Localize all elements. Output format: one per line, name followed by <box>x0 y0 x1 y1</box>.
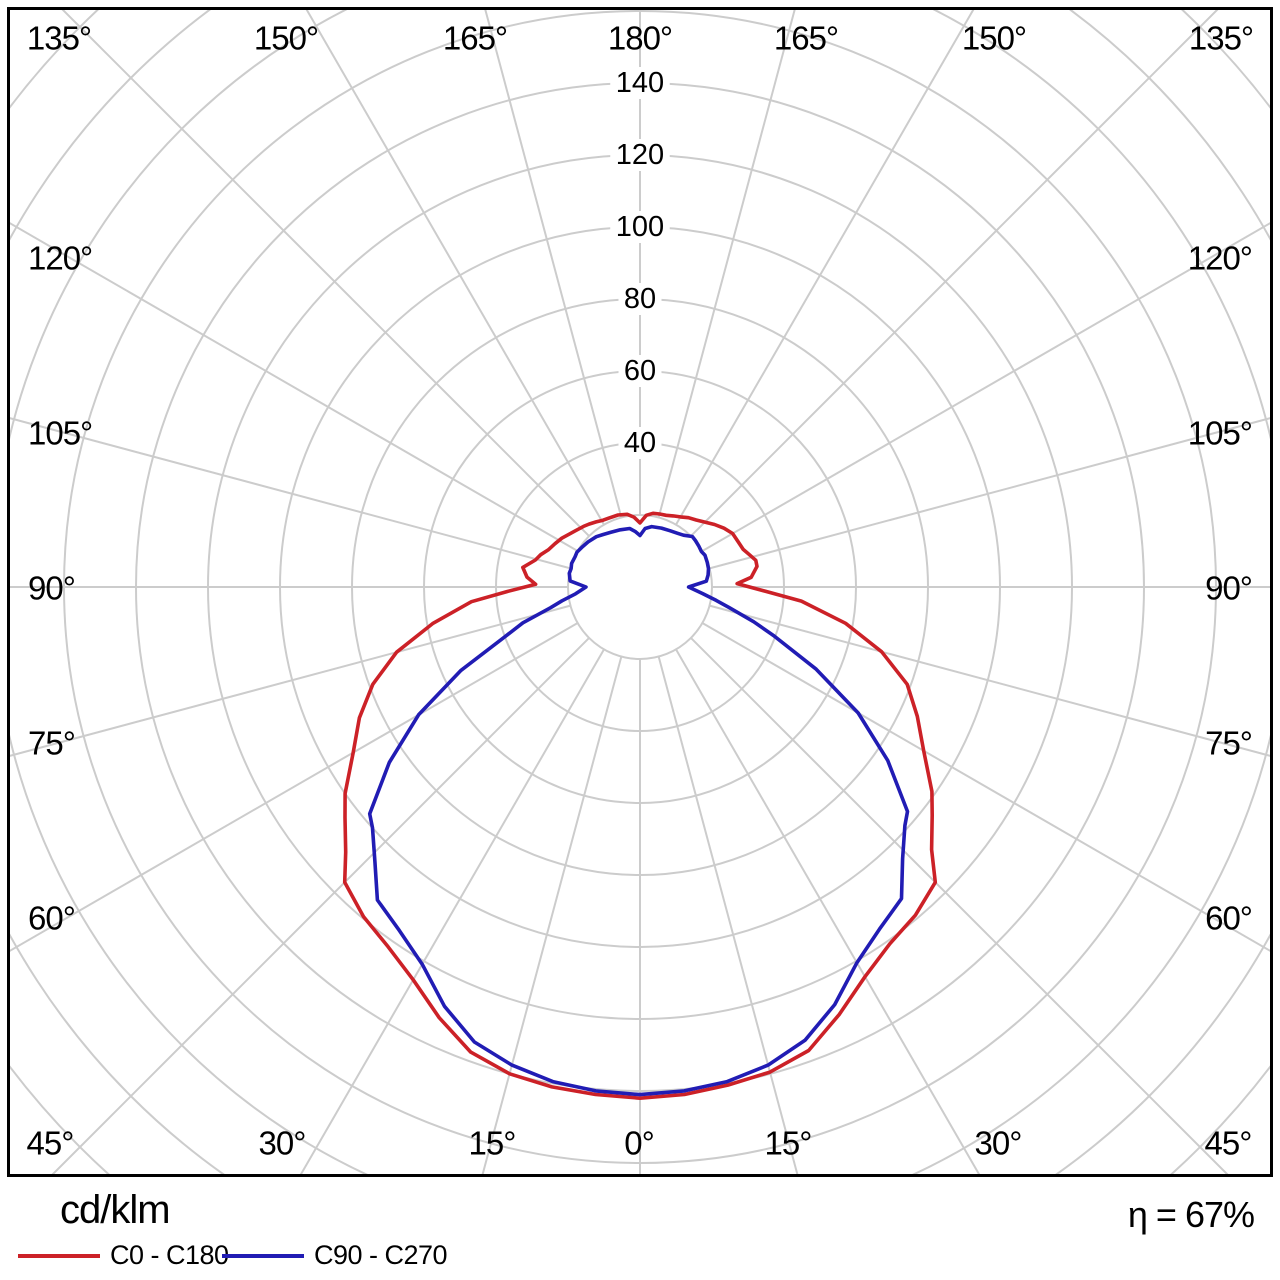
legend-label: C0 - C180 <box>110 1240 229 1270</box>
angle-label: 60° <box>1205 900 1252 937</box>
angle-label: 150° <box>962 20 1026 57</box>
legend-item-c90-c270: C90 - C270 <box>222 1240 448 1271</box>
efficiency-label: η = 67% <box>1127 1194 1255 1235</box>
angle-label: 0° <box>624 1125 654 1162</box>
grid-radial-line <box>701 622 1270 952</box>
radial-tick-bg <box>618 427 662 459</box>
angle-label: 75° <box>28 725 75 762</box>
grid-radial-line <box>299 648 605 1174</box>
angle-label: 165° <box>443 20 507 57</box>
angle-label: 120° <box>1188 240 1252 277</box>
grid-radial-line <box>657 10 796 518</box>
curve-c0-c180 <box>342 511 938 1100</box>
legend-line-blue-icon <box>222 1253 304 1258</box>
grid-radial-line <box>10 622 579 952</box>
angle-label: 30° <box>259 1125 306 1162</box>
units-label: cd/klm <box>60 1188 171 1232</box>
angle-label: 165° <box>774 20 838 57</box>
radial-tick-label: 140 <box>616 67 664 99</box>
radial-tick-bg <box>610 211 670 243</box>
grid-radial-line <box>10 222 579 552</box>
angle-label: 105° <box>1188 415 1252 452</box>
angle-label: 120° <box>28 240 92 277</box>
legend-item-c0-c180: C0 - C180 <box>18 1240 229 1271</box>
angle-label: 135° <box>27 20 91 57</box>
radial-tick-bg <box>618 283 662 315</box>
grid-radial-line <box>675 648 981 1174</box>
angle-label: 150° <box>254 20 318 57</box>
radial-tick-label: 100 <box>616 211 664 243</box>
grid-radial-line <box>484 10 623 518</box>
radial-tick-bg <box>618 355 662 387</box>
radial-tick-label: 80 <box>624 283 656 315</box>
grid-radial-line <box>690 10 1219 537</box>
angle-label: 45° <box>27 1125 74 1162</box>
grid-radial-line <box>51 637 590 1174</box>
grid-radial-line <box>690 637 1229 1174</box>
radial-tick-label: 120 <box>616 139 664 171</box>
grid-radial-line <box>10 604 571 757</box>
curve-c90-c270 <box>367 524 910 1097</box>
angle-label: 180° <box>608 20 672 57</box>
angle-label: 105° <box>28 415 92 452</box>
radial-tick-label: 40 <box>624 427 656 459</box>
angle-label: 75° <box>1205 725 1252 762</box>
legend-line-red-icon <box>18 1253 100 1258</box>
radial-tick-label: 60 <box>624 355 656 387</box>
angle-label: 30° <box>975 1125 1022 1162</box>
angle-label: 15° <box>469 1125 516 1162</box>
grid-radial-line <box>10 417 571 570</box>
legend-label: C90 - C270 <box>314 1240 448 1270</box>
grid-radial-line <box>675 10 975 526</box>
chart-frame <box>7 7 1273 1177</box>
angle-label: 90° <box>1205 570 1252 607</box>
angle-label: 135° <box>1189 20 1253 57</box>
radial-tick-bg <box>610 67 670 99</box>
radial-tick-bg <box>610 139 670 171</box>
grid-radial-line <box>709 604 1270 757</box>
grid-radial-line <box>709 417 1270 570</box>
grid-radial-line <box>701 222 1270 552</box>
angle-label: 90° <box>28 570 75 607</box>
angle-label: 60° <box>28 900 75 937</box>
grid-radial-line <box>305 10 605 526</box>
angle-label: 45° <box>1205 1125 1252 1162</box>
angle-label: 15° <box>765 1125 812 1162</box>
grid-radial-line <box>61 10 590 537</box>
